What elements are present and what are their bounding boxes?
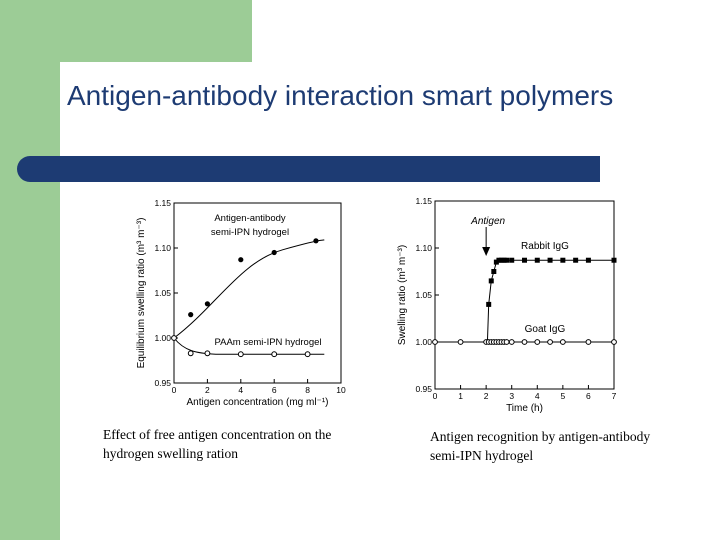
series-line-antigen-antibody <box>173 239 325 339</box>
data-point <box>491 269 497 274</box>
data-point <box>313 238 319 244</box>
y-tick-label: 1.15 <box>415 196 432 206</box>
data-point <box>585 257 591 263</box>
y-tick-label: 0.95 <box>154 378 171 388</box>
data-point <box>493 259 499 265</box>
data-point <box>585 339 592 345</box>
x-tick-label: 8 <box>305 385 310 395</box>
data-point <box>559 339 566 345</box>
data-point <box>457 339 464 345</box>
data-point <box>611 339 617 345</box>
data-point <box>534 257 540 263</box>
y-tick-label: 1.10 <box>415 243 432 253</box>
y-tick-label: 1.05 <box>415 290 432 300</box>
title-underline-bar <box>37 156 600 182</box>
data-point <box>496 257 502 263</box>
data-point <box>509 257 515 263</box>
data-point <box>547 257 553 263</box>
x-tick-label: 1 <box>458 391 463 401</box>
data-point <box>237 351 244 358</box>
slide-title: Antigen-antibody interaction smart polym… <box>67 80 614 111</box>
data-point <box>204 350 211 357</box>
plot-frame <box>434 200 615 390</box>
y-tick-label: 1.10 <box>154 243 171 253</box>
slide-content <box>60 62 720 540</box>
data-point <box>271 249 277 256</box>
x-tick-label: 2 <box>484 391 489 401</box>
y-tick-label: 1.00 <box>154 333 171 343</box>
antigen-annotation: Antigen <box>470 216 505 227</box>
data-point <box>304 351 311 358</box>
data-point <box>187 350 194 357</box>
x-tick-label: 6 <box>272 385 277 395</box>
x-tick-label: 2 <box>205 385 210 395</box>
data-point <box>498 257 504 263</box>
data-point <box>611 257 617 263</box>
x-tick-label: 10 <box>336 385 346 395</box>
y-tick-label: 1.15 <box>154 198 171 208</box>
data-point <box>547 339 553 345</box>
series-label-2: PAAm semi-IPN hydrogel <box>215 337 322 348</box>
series-label-rabbit-igg: Rabbit IgG <box>521 241 569 252</box>
series-label-1b: semi-IPN hydrogel <box>211 227 289 238</box>
x-tick-label: 0 <box>433 391 438 401</box>
caption-right: Antigen recognition by antigen-antibody … <box>430 429 651 463</box>
data-point <box>501 257 507 263</box>
data-point <box>573 257 579 263</box>
x-axis-label: Time (h) <box>506 403 543 414</box>
data-point <box>488 278 494 284</box>
y-tick-label: 1.05 <box>154 288 171 298</box>
data-point <box>504 257 510 263</box>
antigen-arrow-head <box>482 247 491 256</box>
x-tick-label: 4 <box>238 385 243 395</box>
series-label-goat-igg: Goat IgG <box>525 324 566 335</box>
data-point <box>521 339 528 345</box>
x-tick-label: 0 <box>172 385 177 395</box>
y-axis-label: Swelling ratio (m³ m⁻³) <box>397 245 408 345</box>
x-axis-label: Antigen concentration (mg ml⁻¹) <box>186 397 328 408</box>
data-point <box>432 339 438 345</box>
data-point <box>522 257 527 263</box>
data-point <box>271 351 278 358</box>
y-tick-label: 0.95 <box>415 384 432 394</box>
x-tick-label: 6 <box>586 391 591 401</box>
data-point <box>503 339 510 345</box>
x-tick-label: 4 <box>535 391 540 401</box>
data-point <box>238 257 244 263</box>
y-axis-label: Equilibrium swelling ratio (m³ m⁻³) <box>136 218 147 369</box>
caption-left: Effect of free antigen concentration on … <box>103 427 332 461</box>
x-tick-label: 7 <box>612 391 617 401</box>
series-line-paam <box>173 337 325 355</box>
data-point <box>171 335 177 341</box>
data-point <box>188 312 194 318</box>
y-tick-label: 1.00 <box>415 337 432 347</box>
side-bar-vertical <box>0 0 60 540</box>
data-point <box>508 339 515 345</box>
x-tick-label: 5 <box>560 391 565 401</box>
data-point <box>534 339 541 345</box>
data-point <box>560 257 566 263</box>
data-point <box>204 301 210 307</box>
series-label-1a: Antigen-antibody <box>214 213 286 224</box>
side-bar-top <box>0 0 252 62</box>
data-point <box>486 301 492 307</box>
x-tick-label: 3 <box>509 391 514 401</box>
